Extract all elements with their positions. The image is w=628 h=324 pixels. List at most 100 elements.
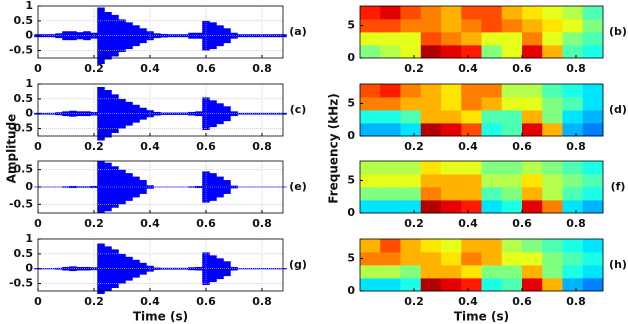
spectrogram-cell [400, 174, 422, 188]
spectrogram-cell [562, 278, 584, 292]
spectrogram-cell [400, 6, 422, 20]
y-tick-label: 0 [25, 107, 33, 120]
plot-frame [37, 5, 284, 59]
x-tick-label: 0.2 [404, 295, 424, 308]
spectrogram-cell [481, 174, 503, 188]
y-tick-label: -0.5 [9, 122, 33, 135]
spectrogram-cell [501, 45, 523, 59]
x-tick-label: 0.2 [84, 217, 104, 230]
spectrogram-cell [420, 252, 442, 266]
panel-label: (h) [609, 258, 627, 271]
spectrogram-cell [380, 97, 401, 111]
spectrogram-cell [501, 123, 523, 137]
spectrogram-cell [542, 19, 563, 33]
spectrogram-cell [441, 278, 462, 292]
panel-label: (e) [289, 180, 307, 193]
x-tick-label: 0 [34, 62, 42, 75]
spectrogram-cell [441, 123, 462, 137]
x-tick-label: 0.2 [404, 217, 424, 230]
spectrogram-cell [562, 110, 584, 124]
x-tick-label: 0.4 [458, 295, 478, 308]
spectrogram-cell [562, 161, 584, 175]
spectrogram-cell [360, 174, 381, 188]
x-tick-label: 0.4 [140, 140, 160, 153]
panel-label: (c) [290, 103, 307, 116]
x-tick-label: 0.6 [196, 140, 216, 153]
spectrogram-cell [420, 110, 442, 124]
spectrogram-cell [481, 6, 503, 20]
spectrogram-cell [542, 123, 563, 137]
x-tick-label: 0.2 [84, 295, 104, 308]
spectrogram-cell [380, 45, 401, 59]
panel-label: (b) [609, 25, 627, 38]
spectrogram-cell [582, 187, 604, 201]
spectrogram-cell [582, 32, 604, 46]
y-axis-label: Amplitude [5, 114, 19, 184]
y-tick-label: 5 [347, 174, 355, 187]
x-tick-label: 0.4 [458, 217, 478, 230]
x-tick-label: 0.2 [404, 140, 424, 153]
spectrogram-cell [420, 32, 442, 46]
spectrogram-cell [400, 123, 422, 137]
spectrogram-cell [420, 19, 442, 33]
spectrogram-cell [400, 278, 422, 292]
spectrogram-cell [461, 84, 482, 98]
spectrogram-cell [582, 174, 604, 188]
spectrogram-cell [522, 265, 543, 279]
spectrogram-cell [481, 32, 503, 46]
spectrogram-cell [441, 32, 462, 46]
spectrogram-cell [501, 265, 523, 279]
y-tick-label: -0.5 [9, 197, 33, 210]
spectrogram-cell [501, 84, 523, 98]
spectrogram-cell [420, 187, 442, 201]
spectrogram-cell [420, 161, 442, 175]
x-tick-label: 0.4 [140, 295, 160, 308]
spectrogram-cell [501, 252, 523, 266]
spectrogram-cell [582, 239, 604, 253]
spectrogram-cell [501, 187, 523, 201]
spectrogram-cell [441, 161, 462, 175]
spectrogram-cell [542, 200, 563, 214]
spectrogram-cell [582, 84, 604, 98]
y-tick-label: 0 [25, 262, 33, 275]
x-tick-label: 0.6 [196, 217, 216, 230]
spectrogram-cell [481, 200, 503, 214]
spectrogram-cell [582, 252, 604, 266]
spectrogram-cell [380, 84, 401, 98]
x-tick-label: 0.6 [512, 295, 532, 308]
spectrogram-cell [562, 45, 584, 59]
spectrogram-cell [522, 252, 543, 266]
spectrogram-cell [441, 174, 462, 188]
x-tick-label: 0.6 [196, 62, 216, 75]
spectrogram-cell [562, 32, 584, 46]
spectrogram-cell [461, 174, 482, 188]
spectrogram-cell [481, 19, 503, 33]
spectrogram-cell [441, 265, 462, 279]
spectrogram-cell [542, 32, 563, 46]
spectrogram-cell [501, 110, 523, 124]
spectrogram-cell [582, 265, 604, 279]
y-tick-label: 0.5 [14, 92, 34, 105]
spectrogram-cell [420, 6, 442, 20]
spectrogram-cell [481, 187, 503, 201]
x-tick-label: 0.2 [404, 62, 424, 75]
y-tick-label: 1 [25, 77, 33, 90]
spectrogram-cell [461, 200, 482, 214]
spectrogram-cell [461, 19, 482, 33]
spectrogram-cell [522, 110, 543, 124]
spectrogram-cell [400, 110, 422, 124]
spectrogram-cell [420, 239, 442, 253]
spectrogram-cell [400, 200, 422, 214]
spectrogram-cell [501, 19, 523, 33]
spectrogram-cell [501, 174, 523, 188]
spectrogram-cell [420, 123, 442, 137]
x-tick-label: 0.8 [252, 62, 272, 75]
spectrogram-cell [562, 252, 584, 266]
plot-frame [359, 238, 604, 292]
x-tick-label: 0 [34, 217, 42, 230]
y-tick-label: 0.5 [14, 247, 34, 260]
spectrogram-cell [360, 32, 381, 46]
spectrogram-cell [360, 265, 381, 279]
spectrogram-cell [380, 6, 401, 20]
y-tick-label: 0.5 [14, 14, 34, 27]
